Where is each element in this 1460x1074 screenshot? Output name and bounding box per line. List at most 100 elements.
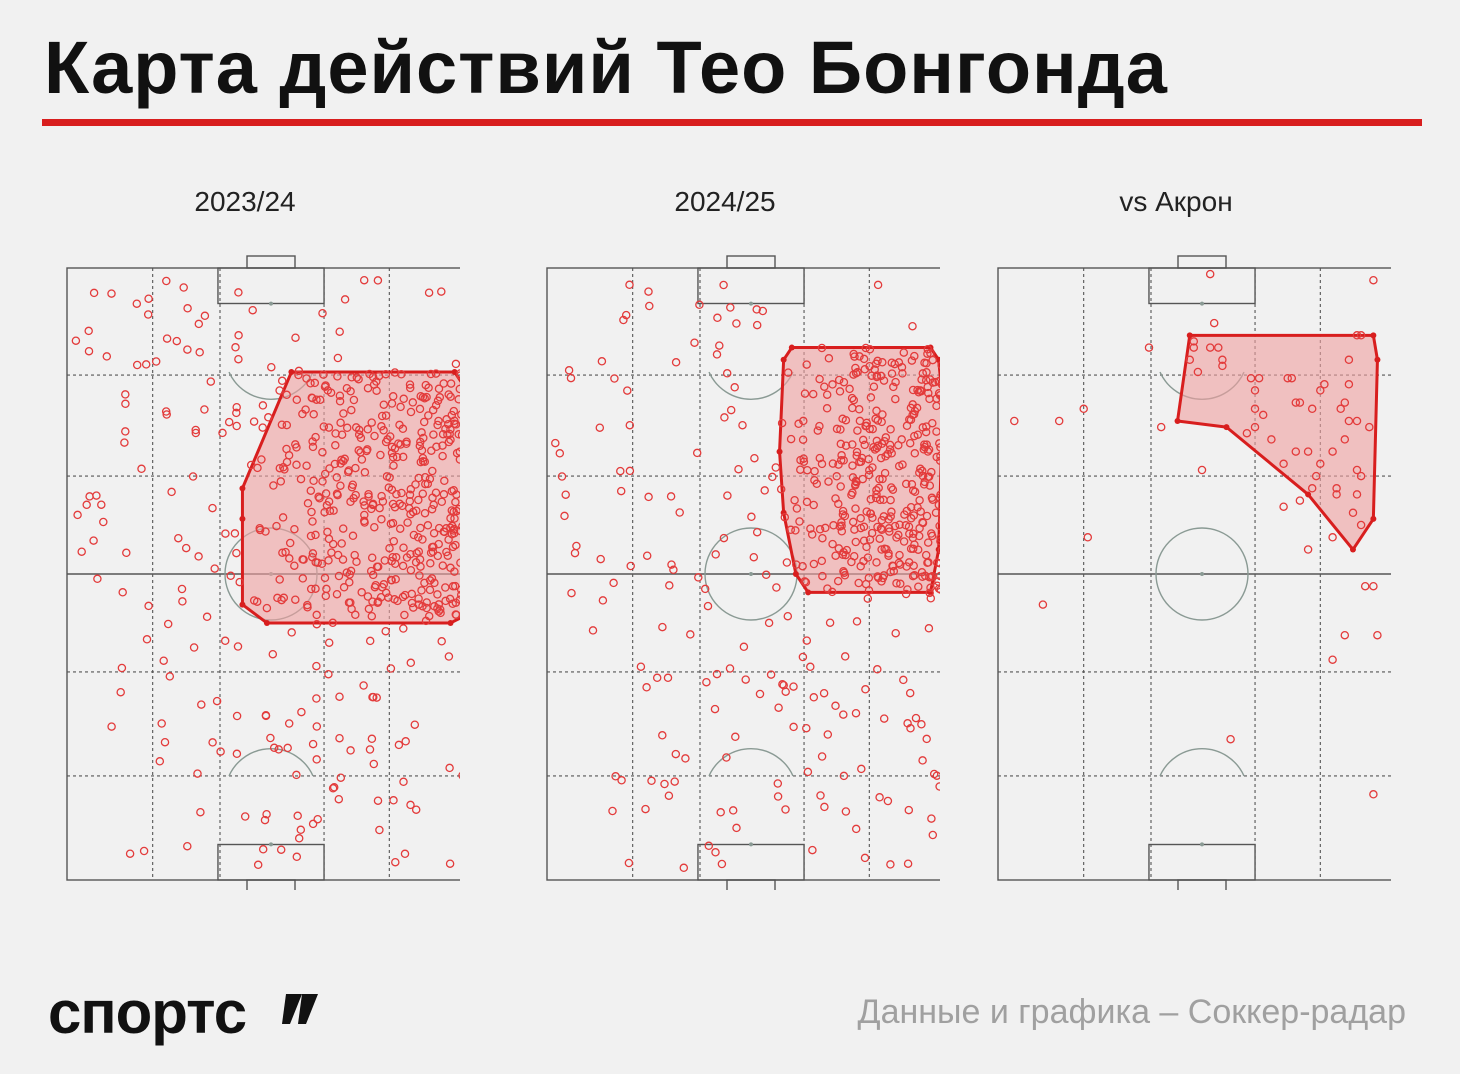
action-point bbox=[162, 276, 171, 286]
action-point bbox=[306, 531, 316, 541]
action-point bbox=[406, 484, 416, 494]
action-point bbox=[645, 301, 654, 311]
action-point bbox=[313, 558, 322, 567]
action-point bbox=[925, 375, 935, 384]
action-point bbox=[401, 737, 410, 746]
pitch-title: 2024/25 bbox=[674, 186, 776, 217]
action-point bbox=[330, 459, 340, 469]
action-point bbox=[143, 310, 153, 319]
action-point bbox=[384, 483, 394, 492]
action-point bbox=[249, 596, 259, 605]
action-point bbox=[922, 511, 932, 521]
action-point bbox=[820, 802, 829, 812]
action-point bbox=[865, 345, 875, 354]
action-point bbox=[820, 382, 829, 391]
action-point bbox=[121, 427, 130, 436]
action-point bbox=[1254, 373, 1264, 383]
action-point bbox=[458, 772, 460, 779]
action-point bbox=[132, 299, 142, 308]
action-point bbox=[836, 456, 846, 465]
action-point bbox=[360, 501, 369, 510]
action-point bbox=[752, 320, 762, 330]
action-point bbox=[719, 280, 728, 290]
action-point bbox=[443, 551, 453, 560]
action-point bbox=[909, 529, 918, 539]
action-point bbox=[1332, 490, 1341, 499]
hull-vertex bbox=[239, 601, 246, 608]
action-point bbox=[232, 408, 241, 418]
action-point bbox=[418, 489, 428, 498]
action-point bbox=[800, 577, 809, 586]
action-point bbox=[338, 524, 348, 533]
action-point bbox=[931, 508, 940, 517]
action-point bbox=[798, 561, 807, 571]
action-point bbox=[163, 619, 173, 629]
action-point bbox=[392, 490, 401, 499]
action-point bbox=[882, 544, 891, 554]
action-point bbox=[157, 719, 166, 728]
penalty-arc-bottom bbox=[228, 748, 314, 777]
action-point bbox=[888, 561, 898, 571]
action-point bbox=[840, 511, 850, 521]
action-point bbox=[277, 595, 286, 605]
action-point bbox=[451, 497, 460, 507]
action-point bbox=[617, 776, 626, 785]
action-point bbox=[1189, 343, 1199, 352]
action-point bbox=[865, 424, 874, 434]
action-point bbox=[324, 669, 333, 679]
action-point bbox=[335, 391, 345, 400]
action-point bbox=[822, 390, 832, 399]
action-point bbox=[760, 486, 769, 495]
action-point bbox=[816, 791, 825, 800]
action-point bbox=[407, 589, 417, 599]
action-point bbox=[420, 394, 429, 403]
action-point bbox=[387, 556, 396, 566]
action-point bbox=[808, 389, 818, 399]
action-point bbox=[914, 582, 923, 591]
action-point bbox=[324, 423, 334, 432]
action-point bbox=[125, 849, 135, 858]
action-point bbox=[394, 740, 404, 750]
action-point bbox=[636, 662, 646, 671]
action-point bbox=[144, 601, 153, 611]
hull-vertex bbox=[239, 485, 246, 492]
action-point bbox=[859, 354, 869, 364]
action-point bbox=[1307, 404, 1317, 414]
action-point bbox=[664, 791, 674, 800]
action-point bbox=[390, 368, 400, 377]
action-point bbox=[663, 673, 673, 683]
action-point bbox=[860, 440, 869, 450]
action-point bbox=[855, 416, 865, 426]
action-point bbox=[806, 662, 815, 672]
action-point bbox=[365, 369, 374, 379]
action-point bbox=[936, 533, 940, 543]
action-point bbox=[264, 413, 273, 422]
action-point bbox=[381, 626, 390, 636]
action-point bbox=[923, 447, 933, 456]
action-point bbox=[924, 624, 934, 633]
action-point bbox=[711, 550, 720, 559]
action-point bbox=[1010, 416, 1019, 426]
action-point bbox=[445, 763, 454, 773]
action-point bbox=[73, 510, 82, 520]
action-point bbox=[373, 796, 383, 805]
action-point bbox=[786, 434, 796, 444]
action-point bbox=[451, 420, 460, 429]
action-point bbox=[377, 422, 386, 431]
action-point bbox=[1279, 459, 1288, 469]
action-point bbox=[750, 453, 759, 463]
action-point bbox=[121, 390, 130, 399]
action-point bbox=[794, 419, 803, 429]
action-point bbox=[667, 560, 676, 569]
action-point bbox=[798, 652, 808, 662]
action-point bbox=[1197, 465, 1207, 475]
hull-vertex bbox=[1223, 424, 1230, 431]
action-point bbox=[1054, 416, 1064, 426]
action-point bbox=[292, 460, 301, 470]
hull-vertex bbox=[447, 619, 454, 626]
action-point bbox=[312, 610, 321, 620]
page-title: Карта действий Тео Бонгонда bbox=[44, 26, 1168, 109]
action-point bbox=[909, 561, 918, 570]
action-point bbox=[370, 431, 379, 441]
pitch-title: 2023/24 bbox=[194, 186, 296, 217]
